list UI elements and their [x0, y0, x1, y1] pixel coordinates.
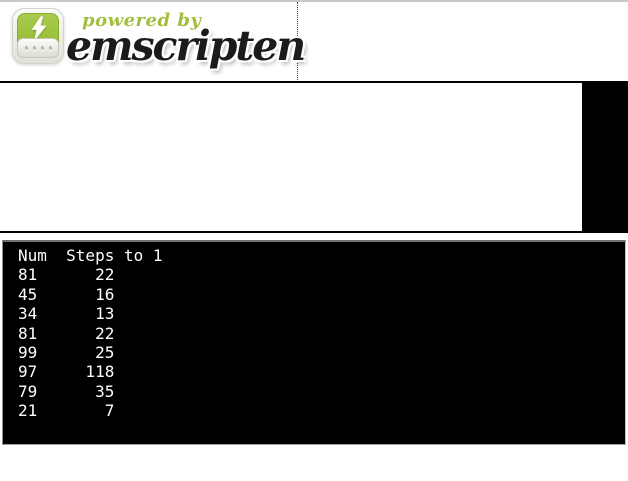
brand-wordmark: emscripten [66, 22, 306, 70]
output-terminal[interactable]: Num Steps to 1 81 22 45 16 34 13 81 22 9… [2, 240, 626, 445]
logo-dot [32, 46, 36, 50]
lightning-bolt-icon [31, 16, 47, 42]
emscripten-logo-link[interactable]: powered by emscripten [0, 2, 306, 82]
powered-by-label: powered by [82, 10, 202, 31]
canvas-container [0, 81, 628, 233]
logo-dot [24, 46, 28, 50]
emscripten-logo-icon [12, 8, 64, 64]
logo-battery-base [17, 38, 59, 58]
app-canvas[interactable] [0, 83, 582, 231]
top-divider [0, 0, 628, 2]
logo-dot [40, 46, 44, 50]
logo-dot [48, 46, 52, 50]
